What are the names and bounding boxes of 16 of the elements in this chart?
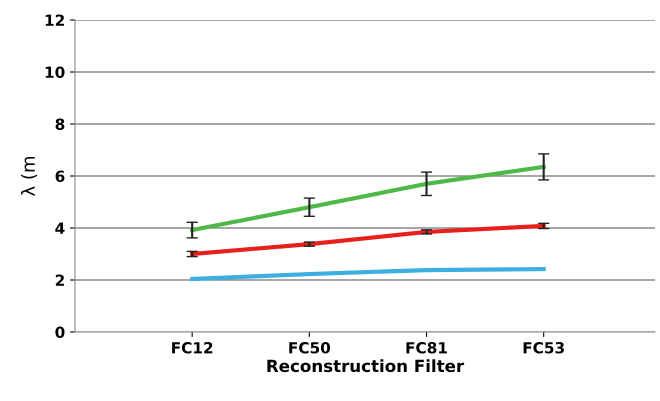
- y-tick-label: 6: [56, 170, 64, 182]
- x-tick-label: FC50: [289, 342, 330, 354]
- y-axis-title: λ (m: [20, 157, 38, 196]
- y-tick-label: 8: [56, 118, 64, 130]
- x-axis-title: Reconstruction Filter: [267, 359, 464, 372]
- line-series: [190, 164, 546, 232]
- y-tick-label: 0: [55, 326, 65, 338]
- line-series: [190, 266, 546, 282]
- line-series: [190, 224, 546, 256]
- y-tick-label: 4: [55, 222, 65, 234]
- y-tick-label: 2: [56, 274, 64, 286]
- x-tick-label: FC81: [406, 342, 447, 354]
- y-tick-label: 12: [46, 14, 64, 26]
- x-tick-label: FC53: [524, 342, 564, 354]
- y-tick-label: 10: [46, 66, 65, 78]
- x-tick-label: FC12: [172, 342, 212, 354]
